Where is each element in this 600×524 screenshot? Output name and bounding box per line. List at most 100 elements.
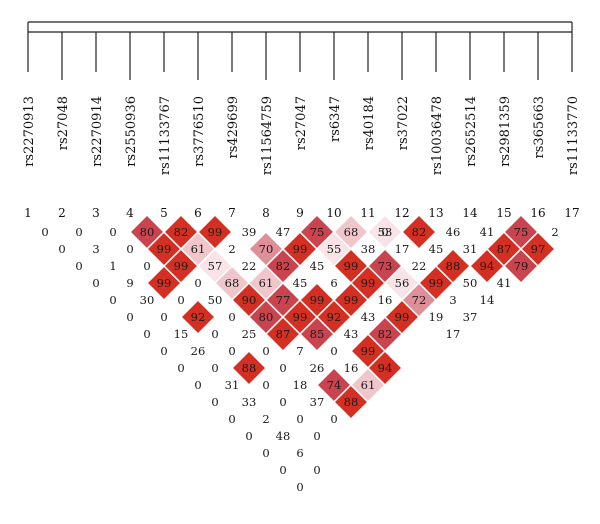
- ld-cell-value: 0: [279, 463, 286, 477]
- ld-cell-value: 0: [211, 395, 218, 409]
- ld-cell-value: 99: [293, 310, 308, 324]
- ld-cell-value: 99: [429, 276, 444, 290]
- ld-cell-value: 53: [378, 225, 393, 239]
- snp-index-label: 10: [326, 206, 341, 220]
- snp-index-label: 1: [24, 206, 32, 220]
- ld-cell-value: 0: [75, 225, 82, 239]
- ld-cell-value: 82: [174, 225, 189, 239]
- ld-cell-value: 0: [194, 378, 201, 392]
- snp-name-label: rs11133770: [566, 96, 581, 175]
- ld-cell-value: 0: [109, 225, 116, 239]
- ld-cell-value: 26: [310, 361, 325, 375]
- ld-cell-value: 74: [327, 378, 342, 392]
- ld-cell-value: 0: [279, 395, 286, 409]
- ld-cell-value: 0: [313, 463, 320, 477]
- ld-cell-value: 37: [310, 395, 325, 409]
- ld-cell-value: 2: [228, 242, 235, 256]
- snp-index-label: 3: [92, 206, 100, 220]
- ld-cell-value: 82: [378, 327, 393, 341]
- snp-index-label: 13: [428, 206, 443, 220]
- ld-cell-value: 0: [211, 361, 218, 375]
- ld-cell-value: 6: [296, 446, 303, 460]
- ld-cell-value: 99: [344, 259, 359, 273]
- ld-cell-value: 0: [262, 344, 269, 358]
- ld-cell-value: 2: [262, 412, 269, 426]
- ld-cell-value: 22: [242, 259, 257, 273]
- ld-cell-value: 3: [92, 242, 99, 256]
- ld-cell-value: 1: [109, 259, 116, 273]
- ld-cell-value: 0: [245, 429, 252, 443]
- ld-cell-diamond: [332, 213, 370, 251]
- ld-cell-value: 7: [296, 344, 303, 358]
- ld-cell-value: 41: [480, 225, 495, 239]
- snp-name-label: rs429699: [226, 96, 241, 159]
- ld-cell-value: 87: [497, 242, 512, 256]
- ld-cell-value: 15: [174, 327, 189, 341]
- ld-cell-value: 75: [514, 225, 529, 239]
- ld-cell-value: 17: [446, 327, 461, 341]
- ld-cell-value: 57: [208, 259, 223, 273]
- ld-cell-value: 18: [293, 378, 308, 392]
- ld-cell-value: 0: [58, 242, 65, 256]
- snp-index-label: 5: [160, 206, 168, 220]
- snp-position-track: [27, 21, 573, 80]
- ld-cell-value: 0: [228, 310, 235, 324]
- ld-cell-value: 45: [429, 242, 444, 256]
- ld-cell-value: 99: [174, 259, 189, 273]
- ld-cell-value: 72: [412, 293, 427, 307]
- snp-name-label: rs37022: [396, 96, 411, 150]
- snp-name-label: rs2981359: [498, 96, 513, 167]
- ld-cell-value: 26: [191, 344, 206, 358]
- ld-cell-value: 33: [242, 395, 257, 409]
- ld-cell-value: 0: [296, 480, 303, 494]
- ld-cell-value: 47: [276, 225, 291, 239]
- ld-cell-value: 68: [344, 225, 359, 239]
- ld-cell-diamond: [179, 298, 217, 336]
- ld-cell-value: 61: [191, 242, 206, 256]
- ld-cell-value: 68: [225, 276, 240, 290]
- ld-cell-value: 39: [242, 225, 257, 239]
- ld-cell-value: 0: [262, 378, 269, 392]
- ld-cell-value: 94: [378, 361, 393, 375]
- ld-cell-value: 0: [228, 412, 235, 426]
- ld-cell-value: 0: [41, 225, 48, 239]
- ld-cell-value: 99: [157, 276, 172, 290]
- ld-cell-diamond: [230, 349, 268, 387]
- snp-index-label: 11: [360, 206, 375, 220]
- ld-cell-value: 97: [531, 242, 546, 256]
- ld-cell-value: 43: [344, 327, 359, 341]
- ld-cell-value: 46: [446, 225, 461, 239]
- ld-cell-value: 75: [310, 225, 325, 239]
- ld-cell-value: 99: [361, 344, 376, 358]
- ld-cell-value: 55: [327, 242, 342, 256]
- ld-cell-diamond: [400, 213, 438, 251]
- ld-cell-value: 0: [228, 344, 235, 358]
- ld-cell-value: 79: [514, 259, 529, 273]
- snp-name-label: rs11564759: [260, 96, 275, 175]
- ld-cell-value: 99: [344, 293, 359, 307]
- snp-name-label: rs6347: [328, 96, 343, 142]
- ld-cell-value: 0: [126, 242, 133, 256]
- ld-cell-value: 31: [225, 378, 240, 392]
- ld-cell-value: 3: [449, 293, 456, 307]
- ld-cell-value: 99: [310, 293, 325, 307]
- ld-cell-value: 94: [480, 259, 495, 273]
- snp-name-label: rs11133767: [158, 96, 173, 175]
- snp-name-label: rs2550936: [124, 96, 139, 167]
- ld-cell-value: 17: [395, 242, 410, 256]
- ld-cell-value: 38: [361, 242, 376, 256]
- ld-cell-value: 50: [208, 293, 223, 307]
- ld-cell-value: 0: [75, 259, 82, 273]
- ld-cell-value: 22: [412, 259, 427, 273]
- ld-cell-value: 0: [330, 344, 337, 358]
- ld-cell-value: 82: [276, 259, 291, 273]
- ld-cell-value: 0: [160, 344, 167, 358]
- ld-cell-value: 82: [412, 225, 427, 239]
- ld-cell-value: 50: [463, 276, 478, 290]
- ld-cell-value: 43: [361, 310, 376, 324]
- snp-name-label: rs2270913: [22, 96, 37, 167]
- ld-cell-value: 0: [160, 310, 167, 324]
- ld-cell-value: 0: [381, 225, 388, 239]
- ld-cell-value: 45: [293, 276, 308, 290]
- snp-name-labels: rs2270913 rs27048 rs2270914 rs2550936 rs1113…: [22, 96, 581, 175]
